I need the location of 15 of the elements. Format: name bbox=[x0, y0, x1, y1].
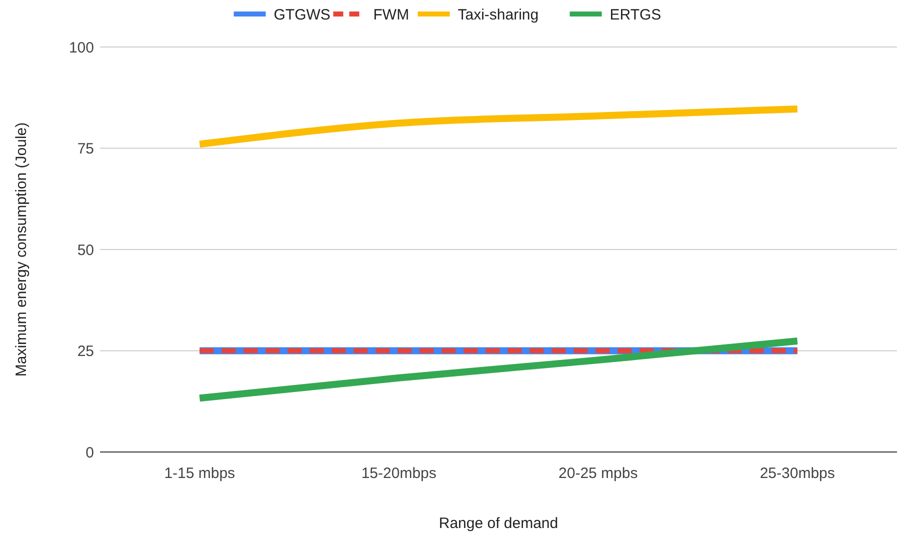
x-tick-label: 1-15 mbps bbox=[164, 465, 236, 482]
legend-label: ERTGS bbox=[610, 6, 662, 24]
x-tick-label: 25-30mbps bbox=[760, 465, 835, 482]
y-tick-label: 0 bbox=[86, 444, 94, 462]
x-tick-label: 15-20mbps bbox=[361, 465, 436, 482]
x-tick-label: 20-25 mpbs bbox=[558, 465, 638, 482]
x-axis-title: Range of demand bbox=[438, 515, 558, 532]
y-tick-label: 25 bbox=[77, 343, 94, 360]
y-tick-label: 100 bbox=[68, 39, 94, 56]
y-tick-label: 50 bbox=[77, 242, 94, 259]
legend-label: GTGWS bbox=[274, 6, 330, 24]
legend-label: Taxi-sharing bbox=[458, 6, 539, 24]
y-tick-label: 75 bbox=[77, 140, 94, 158]
y-axis-title: Maximum energy consumption (Joule) bbox=[13, 122, 30, 377]
legend-label: FWM bbox=[373, 6, 410, 24]
